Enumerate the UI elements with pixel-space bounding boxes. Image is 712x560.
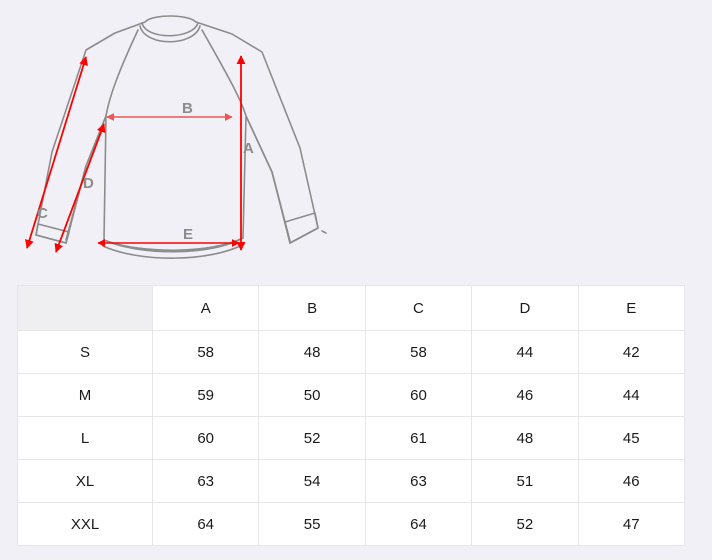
garment-diagram: A B C D E bbox=[25, 15, 327, 259]
cell-s-a: 58 bbox=[151, 330, 260, 374]
cell-xl-e: 46 bbox=[577, 459, 685, 503]
cell-xl-a: 63 bbox=[151, 459, 260, 503]
cell-m-d: 46 bbox=[471, 373, 579, 417]
column-header-b: B bbox=[258, 285, 366, 331]
column-header-a: A bbox=[151, 285, 260, 331]
size-label-m: M bbox=[17, 373, 153, 417]
raglan-seam-left bbox=[105, 29, 139, 117]
cell-xxl-e: 47 bbox=[577, 502, 685, 546]
cell-xxl-b: 55 bbox=[258, 502, 366, 546]
cell-xl-c: 63 bbox=[364, 459, 473, 503]
size-table-container: A B C D E S 58 48 58 44 42 M 5 bbox=[17, 285, 685, 546]
size-label-l: L bbox=[17, 416, 153, 460]
column-header-c: C bbox=[364, 285, 473, 331]
collar-inner-path bbox=[139, 25, 201, 43]
cell-l-c: 61 bbox=[364, 416, 473, 460]
left-cuff bbox=[35, 223, 70, 244]
size-label-xxl: XXL bbox=[17, 502, 153, 546]
cell-xl-b: 54 bbox=[258, 459, 366, 503]
cell-m-b: 50 bbox=[258, 373, 366, 417]
dimension-label-e: E bbox=[183, 226, 194, 243]
garment-body-path bbox=[35, 15, 319, 252]
collar-outer-path bbox=[141, 22, 199, 37]
dimension-label-b: B bbox=[182, 100, 193, 117]
cell-l-e: 45 bbox=[577, 416, 685, 460]
cell-s-d: 44 bbox=[471, 330, 579, 374]
arrow-C bbox=[25, 56, 88, 249]
right-sleeve-inner-seam bbox=[245, 115, 291, 242]
cell-xl-d: 51 bbox=[471, 459, 579, 503]
table-row: M 59 50 60 46 44 bbox=[17, 373, 685, 417]
size-table-head: A B C D E bbox=[17, 285, 685, 331]
table-row: S 58 48 58 44 42 bbox=[17, 330, 685, 374]
cell-xxl-a: 64 bbox=[151, 502, 260, 546]
size-table-body: S 58 48 58 44 42 M 59 50 60 46 44 L bbox=[17, 330, 685, 546]
dimension-label-d: D bbox=[83, 175, 94, 192]
table-header-row: A B C D E bbox=[17, 285, 685, 331]
size-label-s: S bbox=[17, 330, 153, 374]
cell-s-e: 42 bbox=[577, 330, 685, 374]
table-row: L 60 52 61 48 45 bbox=[17, 416, 685, 460]
cell-m-a: 59 bbox=[151, 373, 260, 417]
arrow-D bbox=[54, 123, 106, 253]
hem-band-lower bbox=[102, 243, 245, 259]
size-table: A B C D E S 58 48 58 44 42 M 5 bbox=[17, 285, 685, 546]
cell-s-c: 58 bbox=[364, 330, 473, 374]
cell-xxl-d: 52 bbox=[471, 502, 579, 546]
right-cuff bbox=[284, 212, 319, 244]
column-header-d: D bbox=[471, 285, 579, 331]
cell-l-a: 60 bbox=[151, 416, 260, 460]
measurement-arrows bbox=[25, 55, 246, 253]
cell-l-b: 52 bbox=[258, 416, 366, 460]
table-row: XXL 64 55 64 52 47 bbox=[17, 502, 685, 546]
garment-outline bbox=[35, 15, 327, 259]
cell-xxl-c: 64 bbox=[364, 502, 473, 546]
cell-m-e: 44 bbox=[577, 373, 685, 417]
cell-s-b: 48 bbox=[258, 330, 366, 374]
dimension-label-a: A bbox=[243, 140, 254, 157]
table-corner-cell bbox=[17, 285, 153, 331]
cell-l-d: 48 bbox=[471, 416, 579, 460]
column-header-e: E bbox=[577, 285, 685, 331]
size-label-xl: XL bbox=[17, 459, 153, 503]
garment-illustration-svg bbox=[25, 15, 327, 259]
table-row: XL 63 54 63 51 46 bbox=[17, 459, 685, 503]
cell-m-c: 60 bbox=[364, 373, 473, 417]
dimension-label-c: C bbox=[37, 205, 48, 222]
raglan-seam-right bbox=[201, 29, 247, 117]
cuff-detail-tick bbox=[321, 230, 327, 234]
